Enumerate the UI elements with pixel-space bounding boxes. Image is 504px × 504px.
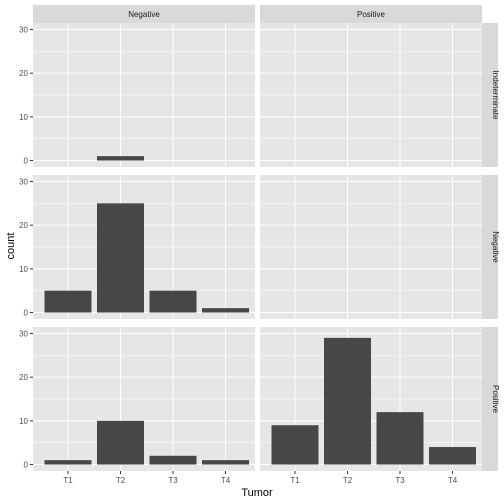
bar-t4 [202, 460, 249, 465]
y-tick-label: 30 [19, 25, 28, 34]
bar-t1 [271, 425, 319, 465]
panels-layer [33, 23, 482, 471]
col-strip-negative [33, 5, 255, 23]
y-tick-label: 30 [19, 329, 28, 338]
bar-t2 [97, 420, 144, 465]
row-strip-positive [482, 327, 498, 471]
x-tick-label: T1 [290, 476, 300, 485]
bar-t3 [149, 455, 197, 465]
y-tick-label: 0 [24, 309, 29, 318]
y-tick-label: 20 [19, 373, 28, 382]
y-axis-title: count [5, 233, 17, 260]
x-tick-label: T3 [168, 476, 178, 485]
x-tick-label: T1 [63, 476, 73, 485]
bar-t2 [97, 203, 144, 313]
x-tick-label: T4 [221, 476, 231, 485]
y-tick-label: 10 [19, 417, 28, 426]
col-strip-label: Positive [357, 10, 386, 19]
panel-positive-negative [33, 327, 255, 471]
y-tick-label: 0 [24, 157, 29, 166]
panel-negative-negative [33, 175, 255, 319]
x-tick-label: T2 [116, 476, 126, 485]
y-tick-label: 0 [24, 461, 29, 470]
x-tick-label: T2 [343, 476, 353, 485]
row-strip-negative [482, 175, 498, 319]
bar-t2 [324, 337, 371, 465]
x-tick-label: T4 [448, 476, 458, 485]
y-tick-label: 30 [19, 177, 28, 186]
bar-t1 [44, 460, 92, 465]
panel-indeterminate-positive [260, 23, 482, 167]
panel-negative-positive [260, 175, 482, 319]
bar-t3 [376, 412, 424, 465]
row-strip-label: Positive [491, 385, 500, 414]
bar-t4 [202, 308, 249, 313]
row-strip-label: Indeterminate [491, 71, 500, 120]
bar-t4 [429, 447, 476, 465]
col-strip-positive [260, 5, 482, 23]
strips-layer: Negative Positive Indeterminate Negative Pos… [33, 5, 500, 471]
row-strip-label: Negative [491, 231, 500, 263]
bar-t2 [97, 156, 144, 161]
axes-layer: 0 10 20 30 0 10 20 30 0 10 20 30 T1 T2 T3 T4 T1 T2 T3 T4 [19, 25, 458, 485]
bar-t3 [149, 290, 197, 313]
x-tick-label: T3 [395, 476, 405, 485]
x-axis-title: Tumor [241, 487, 273, 499]
bar-t1 [44, 290, 92, 313]
panel-indeterminate-negative [33, 23, 255, 167]
y-tick-label: 20 [19, 221, 28, 230]
y-tick-label: 10 [19, 265, 28, 274]
row-strip-indeterminate [482, 23, 498, 167]
y-tick-label: 20 [19, 69, 28, 78]
y-tick-label: 10 [19, 113, 28, 122]
panel-positive-positive [260, 327, 482, 471]
col-strip-label: Negative [128, 10, 160, 19]
